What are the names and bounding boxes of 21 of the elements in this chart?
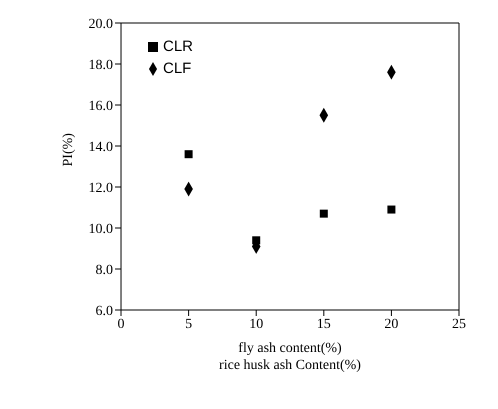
y-tick-label: 8.0 xyxy=(96,262,114,278)
x-tick-label: 10 xyxy=(249,316,264,332)
x-tick-label: 25 xyxy=(452,316,466,332)
y-tick-label: 10.0 xyxy=(88,222,114,237)
x-tick-label: 15 xyxy=(316,316,331,332)
x-tick-label: 20 xyxy=(384,316,398,332)
y-tick-label: 12.0 xyxy=(88,180,114,196)
point xyxy=(184,150,193,158)
x-axis-title: fly ash content(%) rice husk ash Content(%) xyxy=(219,341,362,373)
y-tick-label: 14.0 xyxy=(88,140,114,155)
x-tick-label: 0 xyxy=(118,316,125,332)
y-tick-label: 18.0 xyxy=(88,58,114,73)
y-axis-title: PI(%) xyxy=(60,132,76,166)
legend-label: CLF xyxy=(163,59,192,79)
point xyxy=(320,210,328,218)
y-tick-label: 16.0 xyxy=(88,98,114,114)
x-tick-label: 5 xyxy=(185,316,192,332)
legend-label: CLR xyxy=(163,37,194,57)
y-tick-label: 6.0 xyxy=(96,304,114,319)
point xyxy=(387,206,396,214)
y-tick-label: 20.0 xyxy=(88,16,114,32)
